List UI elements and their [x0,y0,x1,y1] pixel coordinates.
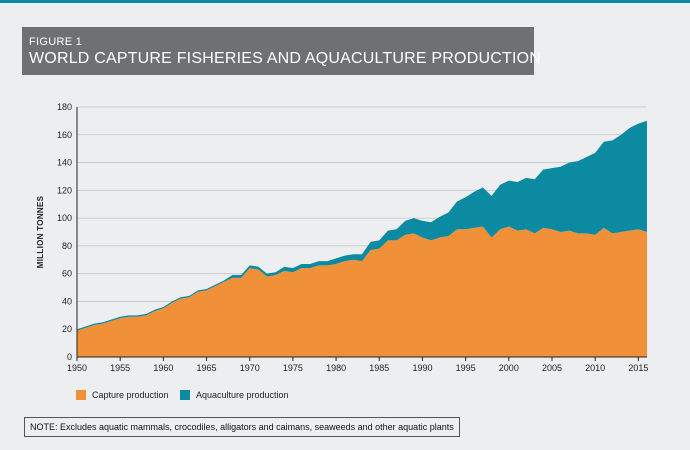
x-tick-1980: 1980 [326,363,346,373]
x-tick-2015: 2015 [628,363,648,373]
x-tick-1950: 1950 [67,363,87,373]
y-tick-120: 120 [57,185,72,195]
legend-item-capture: Capture production [76,390,169,400]
x-tick-2000: 2000 [499,363,519,373]
y-tick-60: 60 [62,269,72,279]
y-tick-140: 140 [57,158,72,168]
x-tick-1970: 1970 [240,363,260,373]
x-tick-1965: 1965 [197,363,217,373]
legend-label-aquaculture: Aquaculture production [196,390,289,400]
footnote: NOTE: Excludes aquatic mammals, crocodil… [24,417,460,437]
y-tick-20: 20 [62,324,72,334]
y-tick-160: 160 [57,130,72,140]
y-tick-180: 180 [57,102,72,112]
figure-title: WORLD CAPTURE FISHERIES AND AQUACULTURE … [29,50,541,67]
x-tick-labels: 1950 1955 1960 1965 1970 1975 1980 1985 1990 1995… [67,357,648,373]
aquaculture-production-area [77,120,647,331]
x-tick-1985: 1985 [369,363,389,373]
x-tick-1975: 1975 [283,363,303,373]
x-tick-1990: 1990 [412,363,432,373]
y-axis-label: MILLION TONNES [36,195,45,268]
legend-swatch-aquaculture [180,390,190,400]
x-tick-1955: 1955 [110,363,130,373]
legend-item-aquaculture: Aquaculture production [180,390,289,400]
x-tick-1960: 1960 [153,363,173,373]
x-tick-2010: 2010 [585,363,605,373]
y-tick-80: 80 [62,241,72,251]
capture-production-area [77,226,647,357]
y-tick-100: 100 [57,213,72,223]
y-tick-40: 40 [62,296,72,306]
figure-number: FIGURE 1 [29,36,83,48]
legend-label-capture: Capture production [92,390,169,400]
area-series [77,120,647,357]
y-tick-labels: 0 20 40 60 80 100 120 140 160 180 [57,102,72,362]
figure-header: FIGURE 1 WORLD CAPTURE FISHERIES AND AQU… [22,27,541,75]
legend-swatch-capture [76,390,86,400]
x-tick-1995: 1995 [456,363,476,373]
x-tick-2005: 2005 [542,363,562,373]
y-tick-0: 0 [67,352,72,362]
top-accent-rule [0,0,690,3]
